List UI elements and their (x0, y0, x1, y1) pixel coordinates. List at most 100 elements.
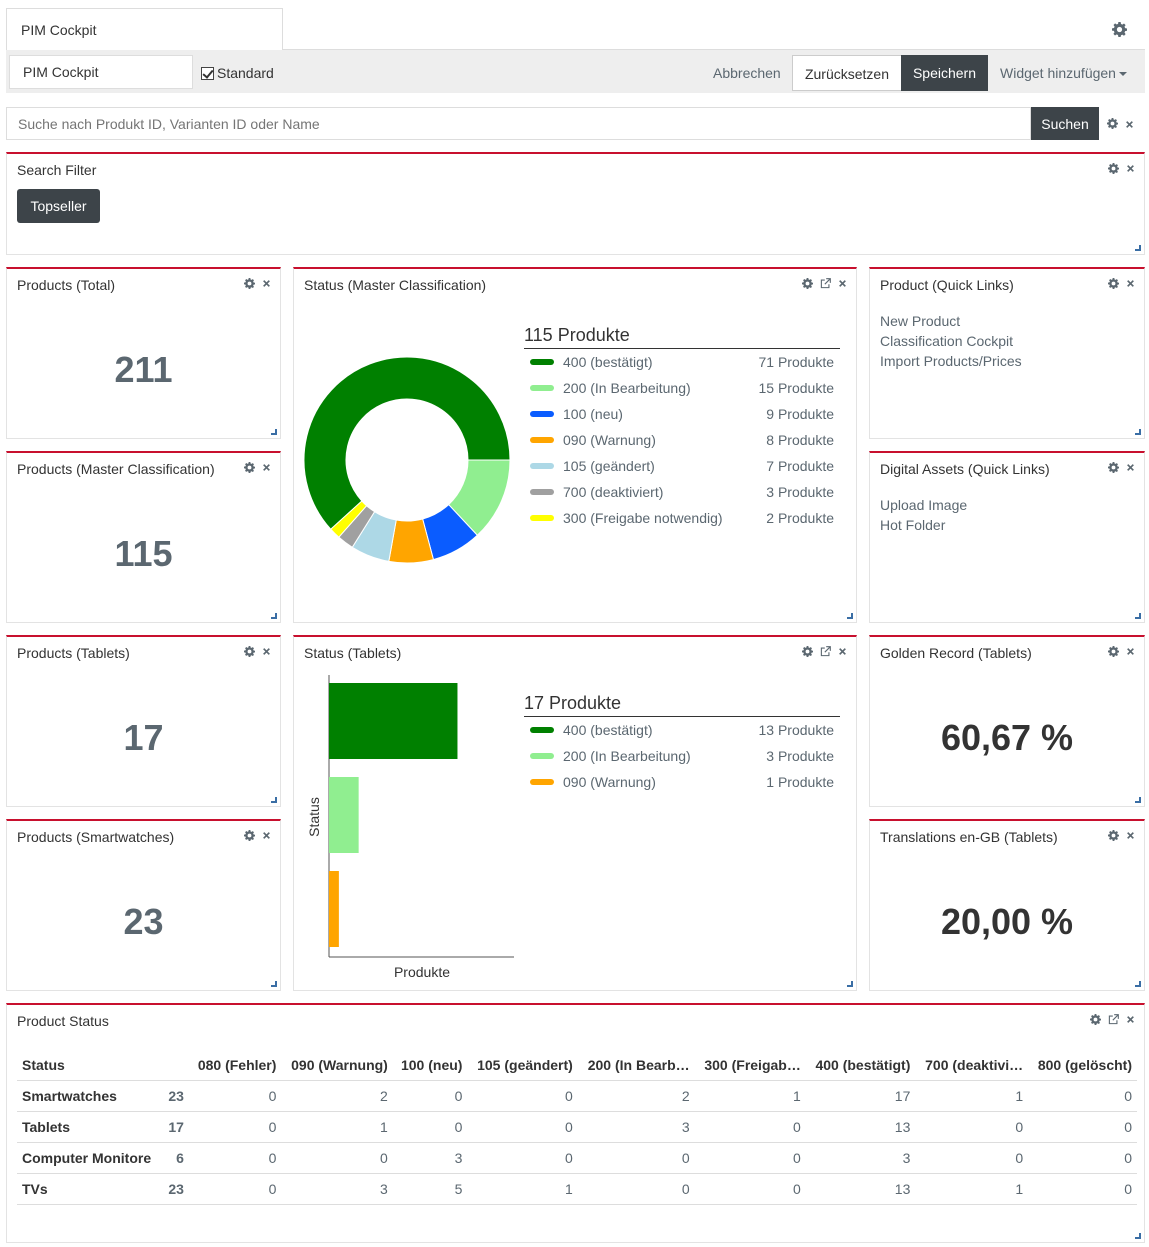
widget-title: Status (Master Classification) (304, 277, 487, 293)
close-icon[interactable] (1126, 831, 1135, 840)
column-header[interactable]: 090 (Warnung) (291, 1056, 388, 1073)
save-button[interactable]: Speichern (901, 55, 988, 91)
legend-label: 700 (deaktiviert) (563, 484, 664, 500)
gear-icon[interactable] (244, 830, 255, 841)
column-header[interactable] (162, 1050, 189, 1080)
products-tablets-widget: Products (Tablets) 17 (6, 635, 281, 807)
legend-item[interactable]: 200 (In Bearbeitung) 3 Produkte (524, 743, 840, 769)
gear-icon[interactable] (1108, 830, 1119, 841)
resize-handle-icon[interactable] (1135, 429, 1141, 435)
legend-label: 200 (In Bearbeitung) (563, 748, 691, 764)
close-icon[interactable] (1126, 164, 1135, 173)
gear-icon[interactable] (1108, 163, 1119, 174)
bar[interactable] (329, 777, 359, 853)
resize-handle-icon[interactable] (271, 429, 277, 435)
legend-item[interactable]: 300 (Freigabe notwendig) 2 Produkte (524, 505, 840, 531)
close-icon[interactable] (838, 279, 847, 288)
product-search-input[interactable] (6, 107, 1031, 140)
resize-handle-icon[interactable] (271, 981, 277, 987)
resize-handle-icon[interactable] (1135, 245, 1141, 251)
gear-icon[interactable] (1108, 462, 1119, 473)
close-icon[interactable] (838, 647, 847, 656)
reset-button[interactable]: Zurücksetzen (792, 55, 902, 91)
column-header[interactable]: 300 (Freigab… (704, 1056, 801, 1073)
bar[interactable] (329, 683, 458, 759)
table-cell: 1 (467, 1172, 578, 1205)
column-header[interactable]: 800 (gelöscht) (1037, 1056, 1132, 1073)
table-row[interactable]: Computer Monitore 6 0 0 3 0 0 0 3 0 0 (17, 1141, 1137, 1173)
close-icon[interactable] (262, 463, 271, 472)
legend-item[interactable]: 200 (In Bearbeitung) 15 Produkte (524, 375, 840, 401)
gear-icon[interactable] (244, 462, 255, 473)
gear-icon[interactable] (244, 278, 255, 289)
resize-handle-icon[interactable] (271, 797, 277, 803)
resize-handle-icon[interactable] (1135, 613, 1141, 619)
gear-icon[interactable] (1108, 278, 1119, 289)
resize-handle-icon[interactable] (1135, 797, 1141, 803)
legend-item[interactable]: 105 (geändert) 7 Produkte (524, 453, 840, 479)
cancel-button[interactable]: Abbrechen (713, 65, 781, 81)
legend-item[interactable]: 700 (deaktiviert) 3 Produkte (524, 479, 840, 505)
column-header[interactable]: 105 (geändert) (477, 1056, 573, 1073)
donut-slice[interactable] (304, 357, 510, 530)
close-icon[interactable] (262, 647, 271, 656)
column-header[interactable]: 700 (deaktivi… (925, 1056, 1024, 1073)
legend-item[interactable]: 100 (neu) 9 Produkte (524, 401, 840, 427)
close-icon[interactable] (262, 831, 271, 840)
topseller-filter-button[interactable]: Topseller (17, 189, 100, 223)
gear-icon[interactable] (1108, 646, 1119, 657)
tab-pim-cockpit[interactable]: PIM Cockpit (6, 8, 283, 50)
classification-cockpit-link[interactable]: Classification Cockpit (880, 333, 1014, 349)
column-header[interactable]: 080 (Fehler) (197, 1056, 277, 1073)
gear-icon[interactable] (244, 646, 255, 657)
row-label: Tablets (17, 1110, 163, 1142)
resize-handle-icon[interactable] (1135, 1233, 1141, 1239)
close-icon[interactable] (1126, 647, 1135, 656)
legend-item[interactable]: 090 (Warnung) 8 Produkte (524, 427, 840, 453)
close-icon[interactable] (1125, 120, 1134, 129)
legend-swatch (530, 463, 554, 469)
legend-title: 115 Produkte (524, 325, 840, 349)
external-link-icon[interactable] (820, 646, 831, 657)
import-products-link[interactable]: Import Products/Prices (880, 353, 1022, 369)
column-header[interactable]: 200 (In Bearb… (587, 1056, 690, 1073)
legend-item[interactable]: 400 (bestätigt) 71 Produkte (524, 349, 840, 375)
resize-handle-icon[interactable] (847, 613, 853, 619)
bar[interactable] (329, 871, 339, 947)
gear-icon[interactable] (802, 278, 813, 289)
standard-checkbox[interactable]: Standard (201, 65, 274, 81)
gear-icon[interactable] (1107, 118, 1118, 129)
gear-icon[interactable] (1090, 1014, 1101, 1025)
legend-item[interactable]: 400 (bestätigt) 13 Produkte (524, 717, 840, 743)
column-header[interactable]: Status (22, 1056, 65, 1073)
close-icon[interactable] (1126, 1015, 1135, 1024)
cockpit-name-input[interactable] (9, 55, 193, 89)
widget-title: Golden Record (Tablets) (880, 645, 1032, 661)
close-icon[interactable] (262, 279, 271, 288)
resize-handle-icon[interactable] (271, 613, 277, 619)
resize-handle-icon[interactable] (847, 981, 853, 987)
external-link-icon[interactable] (820, 278, 831, 289)
upload-image-link[interactable]: Upload Image (880, 497, 968, 513)
close-icon[interactable] (1126, 463, 1135, 472)
hot-folder-link[interactable]: Hot Folder (880, 517, 946, 533)
legend-count: 13 Produkte (758, 722, 835, 738)
column-header[interactable]: 400 (bestätigt) (815, 1056, 911, 1073)
table-row[interactable]: TVs 23 0 3 5 1 0 0 13 1 0 (17, 1172, 1137, 1205)
column-header[interactable]: 100 (neu) (400, 1056, 463, 1073)
table-row[interactable]: Tablets 17 0 1 0 0 3 0 13 0 0 (17, 1110, 1137, 1142)
close-icon[interactable] (1126, 279, 1135, 288)
gear-icon[interactable] (802, 646, 813, 657)
external-link-icon[interactable] (1108, 1014, 1119, 1025)
donut-slice[interactable] (330, 500, 368, 538)
checkbox-checked-icon[interactable] (201, 66, 214, 80)
search-button[interactable]: Suchen (1031, 107, 1099, 140)
new-product-link[interactable]: New Product (880, 313, 961, 329)
table-cell: 23 (162, 1172, 189, 1205)
legend-item[interactable]: 090 (Warnung) 1 Produkte (524, 769, 840, 795)
table-row[interactable]: Smartwatches 23 0 2 0 0 2 1 17 1 0 (17, 1079, 1137, 1111)
resize-handle-icon[interactable] (1135, 981, 1141, 987)
add-widget-dropdown[interactable]: Widget hinzufügen (1000, 65, 1127, 81)
quick-links-list: Upload Image Hot Folder (880, 495, 967, 535)
settings-gear-icon[interactable] (1112, 22, 1127, 37)
